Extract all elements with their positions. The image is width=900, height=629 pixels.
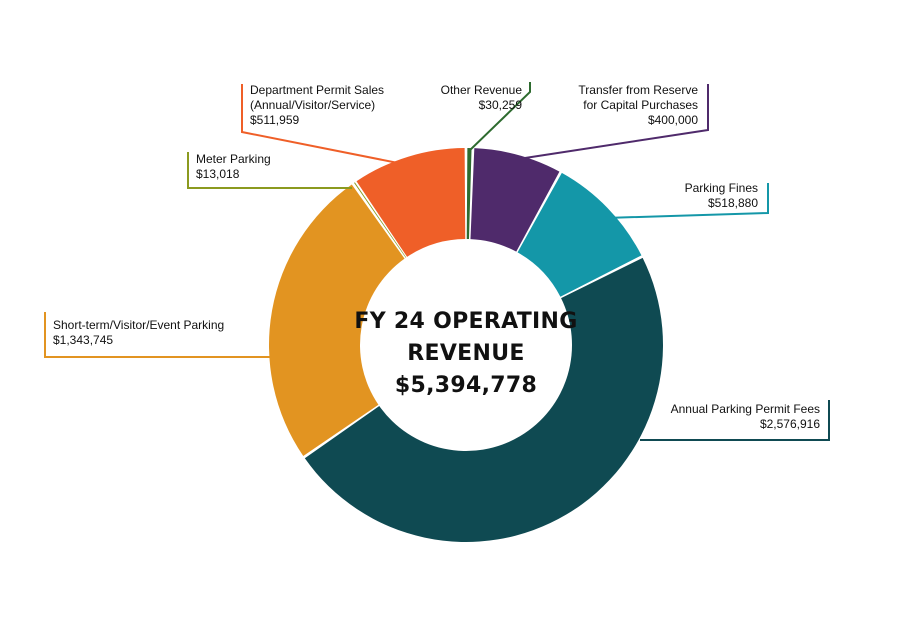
leader-line-3 <box>640 400 830 441</box>
slice-meter-parking <box>354 182 407 258</box>
leader-line-4 <box>44 312 272 358</box>
center-title-line-2: REVENUE <box>407 341 524 366</box>
data-label-value: $1,343,745 <box>53 333 113 347</box>
data-label-value: $518,880 <box>708 196 758 210</box>
leader-line-2 <box>604 183 769 219</box>
data-label-name: Short-term/Visitor/Event Parking <box>53 318 224 332</box>
data-label-name: Meter Parking <box>196 152 271 166</box>
center-title-line-1: FY 24 OPERATING <box>354 309 577 334</box>
data-label-name: (Annual/Visitor/Service) <box>250 98 375 112</box>
labels-group: Other Revenue$30,259 Transfer from Reserv… <box>53 83 820 431</box>
slices-group <box>268 148 663 542</box>
leader-line-1 <box>524 84 709 159</box>
center-group: FY 24 OPERATING REVENUE $5,394,778 <box>354 309 577 398</box>
slice-short-term-visitor-event-parking <box>268 184 405 457</box>
data-label-name: Other Revenue <box>441 83 523 97</box>
data-label-name: for Capital Purchases <box>583 98 698 112</box>
slice-other-revenue <box>466 148 472 240</box>
data-label-name: Department Permit Sales <box>250 83 384 97</box>
data-label-value: $511,959 <box>250 113 299 127</box>
center-total: $5,394,778 <box>395 373 537 398</box>
data-label-name: Annual Parking Permit Fees <box>671 402 820 416</box>
callouts-group <box>44 82 830 441</box>
data-label-value: $400,000 <box>648 113 698 127</box>
slice-transfer-from-reserve <box>470 148 560 252</box>
data-label-value: $30,259 <box>479 98 523 112</box>
data-label-name: Transfer from Reserve <box>578 83 698 97</box>
slice-annual-parking-permit-fees <box>304 257 663 542</box>
slice-parking-fines <box>517 172 642 297</box>
leader-line-5 <box>187 152 352 189</box>
data-label-name: Parking Fines <box>685 181 758 195</box>
slice-department-permit-sales <box>356 148 466 257</box>
data-label-value: $13,018 <box>196 167 240 181</box>
leader-line-6 <box>241 84 399 164</box>
leader-line-0 <box>467 82 531 153</box>
data-label-value: $2,576,916 <box>760 417 820 431</box>
